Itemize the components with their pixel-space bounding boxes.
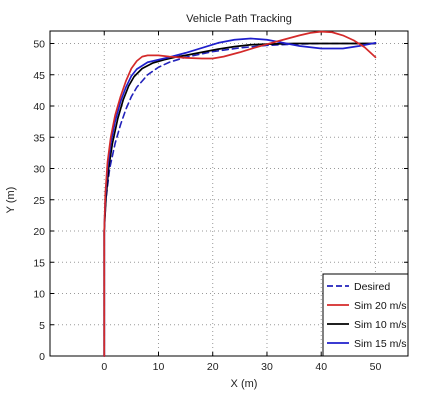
tick-layer: 0 10 20 30 40 50 0 5 10 15 20 25 30 35 40 45 50 — [33, 31, 408, 373]
x-tick-label: 20 — [207, 361, 219, 373]
y-tick-label: 50 — [33, 39, 45, 51]
x-tick-label: 50 — [370, 361, 382, 373]
x-tick-label: 0 — [101, 361, 107, 373]
y-axis-label: Y (m) — [5, 187, 17, 214]
y-tick-label: 30 — [33, 164, 45, 176]
y-tick-label: 10 — [33, 289, 45, 301]
y-tick-label: 40 — [33, 101, 45, 113]
plot-frame — [49, 30, 409, 357]
y-tick-label: 45 — [33, 70, 45, 82]
x-axis-label: X (m) — [231, 378, 258, 390]
legend-label-desired: Desired — [354, 281, 390, 293]
y-tick-label: 35 — [33, 132, 45, 144]
legend-label-sim-20-m-s: Sim 20 m/s — [354, 300, 407, 312]
y-tick-label: 0 — [39, 351, 45, 363]
y-tick-label: 25 — [33, 195, 45, 207]
x-tick-label: 10 — [153, 361, 165, 373]
series-line-sim-10-m-s — [103, 42, 377, 357]
chart-title: Vehicle Path Tracking — [186, 13, 292, 25]
legend-label-sim-10-m-s: Sim 10 m/s — [354, 319, 407, 331]
x-tick-label: 40 — [315, 361, 327, 373]
legend-label-sim-15-m-s: Sim 15 m/s — [354, 338, 407, 350]
series-line-desired — [103, 42, 377, 357]
x-tick-label: 30 — [261, 361, 273, 373]
y-tick-label: 5 — [39, 320, 45, 332]
y-tick-label: 20 — [33, 226, 45, 238]
series-line-sim-20-m-s — [103, 30, 377, 357]
series-layer — [103, 30, 377, 357]
chart-legend: Desired Sim 20 m/s Sim 10 m/s Sim 15 m/s — [322, 273, 409, 357]
y-tick-label: 15 — [33, 257, 45, 269]
